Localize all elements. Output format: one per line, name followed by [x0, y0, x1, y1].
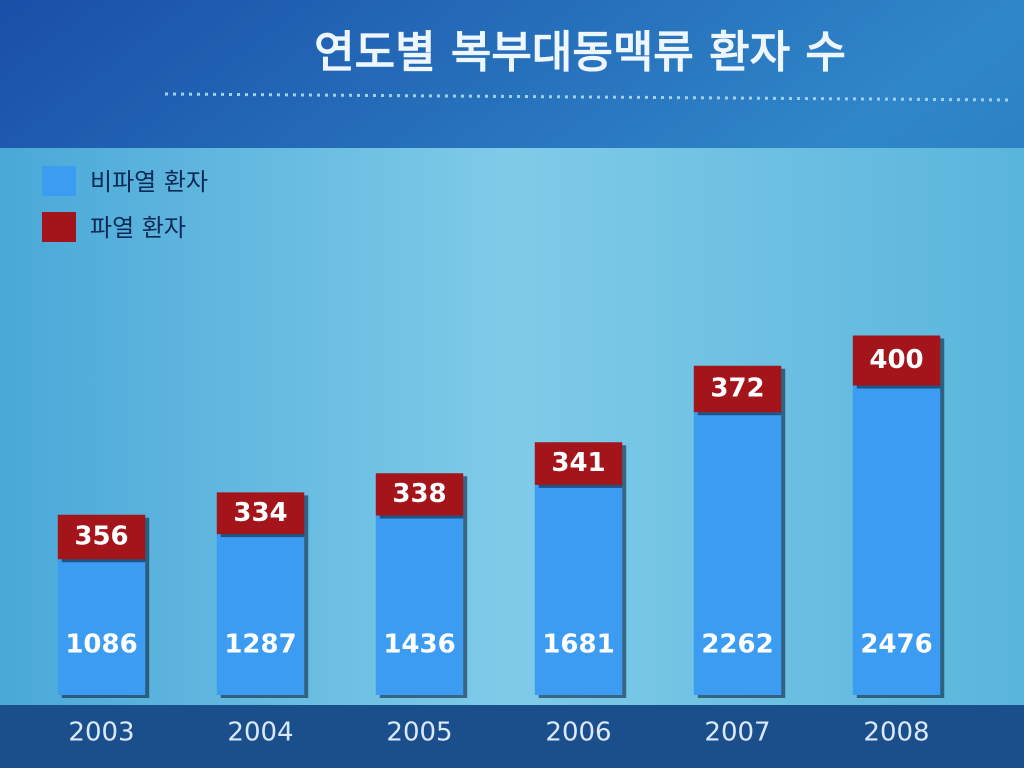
chart-title: 연도별 복부대동맥류 환자 수	[314, 27, 846, 78]
bar-segment	[57, 514, 146, 560]
legend: 비파열 환자 파열 환자	[42, 166, 208, 242]
legend-swatch	[42, 212, 76, 242]
legend-label: 비파열 환자	[90, 168, 208, 196]
data-label: 341	[551, 448, 605, 478]
bar-segment	[852, 335, 941, 386]
data-label: 400	[869, 345, 923, 375]
bar-segment	[852, 385, 941, 695]
bar-segment	[693, 365, 782, 413]
data-label: 2262	[701, 630, 773, 660]
data-label: 334	[233, 498, 287, 528]
axis-band	[0, 705, 1024, 768]
data-label: 372	[710, 374, 764, 404]
data-label: 1086	[65, 630, 137, 660]
data-label: 2476	[860, 630, 932, 660]
bar-segment	[216, 492, 305, 535]
title-rule	[164, 92, 1011, 102]
legend-swatch	[42, 166, 76, 196]
bar-segment	[375, 515, 464, 695]
x-tick-label: 2003	[68, 718, 134, 748]
x-tick-label: 2008	[863, 718, 929, 748]
data-label: 1436	[383, 630, 455, 660]
x-tick-label: 2006	[545, 718, 611, 748]
data-label: 356	[74, 522, 128, 552]
data-label: 1287	[224, 630, 296, 660]
bar-segment	[375, 473, 464, 516]
bar-segment	[693, 412, 782, 695]
data-label: 1681	[542, 630, 614, 660]
bar-segment	[57, 559, 146, 695]
x-tick-label: 2007	[704, 718, 770, 748]
bar-segment	[534, 442, 623, 485]
bar-segment	[534, 484, 623, 695]
data-label: 338	[392, 479, 446, 509]
x-tick-label: 2005	[386, 718, 452, 748]
bar-segment	[216, 534, 305, 695]
legend-label: 파열 환자	[90, 214, 186, 242]
x-tick-label: 2004	[227, 718, 293, 748]
